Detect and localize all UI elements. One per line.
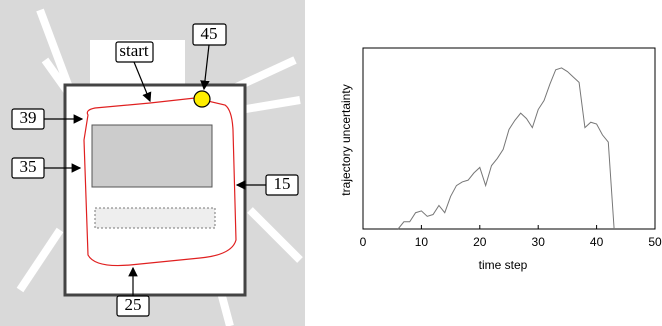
- x-tick-label: 50: [648, 235, 662, 249]
- x-tick-label: 30: [532, 235, 546, 249]
- map-label: 39: [20, 108, 37, 127]
- data-line: [398, 68, 614, 229]
- y-axis-label: trajectory uncertainty: [339, 84, 353, 195]
- x-axis-label: time step: [479, 258, 528, 272]
- map-label: start: [119, 41, 149, 60]
- figure: start 45 39 35 15 25 time step trajector…: [0, 0, 662, 326]
- map: start 45 39 35 15 25: [0, 0, 305, 326]
- map-label: 35: [20, 157, 37, 176]
- x-tick-label: 10: [415, 235, 429, 249]
- x-tick-label: 40: [590, 235, 604, 249]
- plot-frame: [363, 48, 655, 229]
- x-tick-label: 20: [473, 235, 487, 249]
- x-tick-label: 0: [360, 235, 367, 249]
- map-label: 15: [274, 174, 291, 193]
- map-label: 25: [125, 295, 142, 314]
- map-label: 45: [201, 24, 218, 43]
